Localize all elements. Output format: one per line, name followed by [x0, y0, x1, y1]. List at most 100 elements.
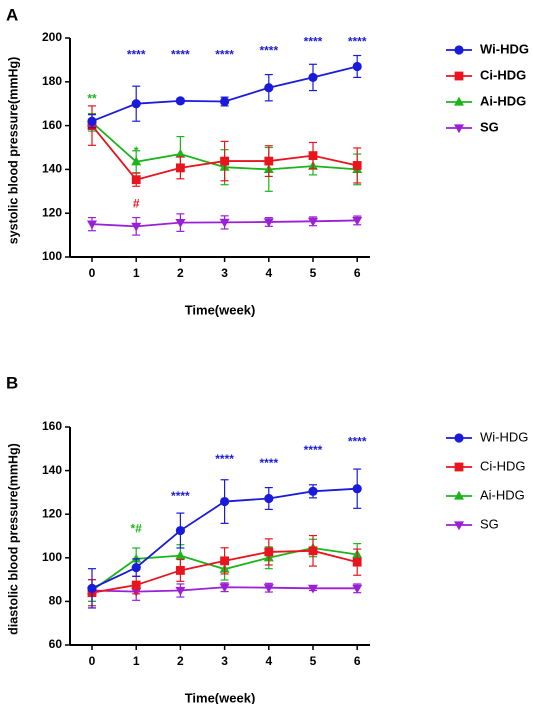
- significance-label: ****: [259, 43, 278, 57]
- data-point: [352, 216, 363, 226]
- y-tick-label: 120: [42, 205, 62, 219]
- significance-label: ****: [304, 35, 323, 49]
- legend-label: SG: [480, 119, 499, 134]
- data-point: [220, 556, 229, 566]
- data-point: [176, 163, 185, 173]
- legend-label: Wi-HDG: [480, 429, 528, 444]
- data-point: [352, 61, 362, 72]
- data-point: [131, 222, 142, 232]
- y-tick-label: 140: [42, 162, 62, 176]
- data-point: [220, 156, 229, 166]
- data-point: [264, 156, 274, 166]
- y-axis-title: systolic blood pressure(mmHg): [6, 57, 20, 245]
- series-sg: [87, 578, 363, 603]
- data-point: [308, 546, 318, 556]
- chart-panel-b: B 60 80 100 120 140 160 0 1 2 3 4 5 6 Time(week) diasto…: [6, 373, 528, 704]
- x-tick-label: 2: [177, 654, 184, 668]
- significance-label: ****: [215, 48, 234, 62]
- x-tick-label: 0: [89, 266, 96, 280]
- data-point: [263, 584, 274, 593]
- legend-label: SG: [480, 516, 499, 531]
- significance-label: *#: [131, 522, 143, 536]
- series-wi-hdg: [87, 54, 362, 129]
- data-point: [175, 525, 185, 536]
- legend-marker: [454, 71, 464, 81]
- legend: Wi-HDG Ci-HDG Ai-HDG SG: [446, 429, 528, 531]
- y-tick-label: 120: [42, 506, 62, 520]
- legend-marker: [454, 433, 464, 443]
- data-point: [308, 486, 318, 496]
- legend: Wi-HDG Ci-HDG Ai-HDG SG: [446, 41, 529, 134]
- legend-label: Ai-HDG: [480, 487, 525, 502]
- legend-marker: [454, 521, 464, 531]
- data-point: [219, 583, 230, 593]
- series-ci-hdg: [87, 105, 362, 187]
- series-wi-hdg: [87, 468, 362, 609]
- data-point: [308, 217, 318, 227]
- x-tick-label: 2: [177, 266, 184, 280]
- data-point: [87, 220, 97, 230]
- significance-label: ****: [127, 48, 146, 62]
- data-point: [131, 553, 142, 563]
- x-tick-label: 1: [133, 654, 140, 668]
- panel-label: A: [6, 5, 18, 24]
- significance-label: ****: [215, 452, 234, 466]
- data-point: [131, 156, 142, 166]
- significance-label: ****: [171, 489, 190, 503]
- data-point: [176, 566, 185, 575]
- y-tick-label: 160: [42, 118, 62, 132]
- data-point: [175, 586, 186, 596]
- significance-label: ****: [171, 48, 190, 62]
- y-axis-title: diastolic blood pressure(mmHg): [6, 443, 20, 635]
- data-point: [219, 218, 230, 228]
- data-point: [308, 151, 318, 161]
- x-tick-label: 1: [133, 266, 140, 280]
- y-tick-label: 200: [42, 30, 62, 44]
- data-point: [87, 583, 97, 593]
- data-point: [264, 547, 274, 557]
- x-tick-label: 6: [354, 266, 361, 280]
- x-tick-label: 5: [310, 266, 317, 280]
- legend-label: Ai-HDG: [480, 93, 526, 108]
- significance-label: ****: [348, 35, 367, 49]
- y-tick-label: 100: [42, 249, 62, 263]
- data-point: [352, 161, 362, 170]
- significance-label: ****: [259, 456, 278, 470]
- panel-label: B: [6, 373, 18, 392]
- data-point: [175, 96, 185, 106]
- data-point: [131, 175, 141, 185]
- data-point: [131, 563, 141, 573]
- y-tick-label: 100: [42, 550, 62, 564]
- legend-label: Ci-HDG: [480, 458, 526, 473]
- significance-label: *: [134, 144, 139, 158]
- x-tick-label: 4: [265, 266, 272, 280]
- data-point: [308, 584, 318, 594]
- x-tick-label: 6: [354, 654, 361, 668]
- x-axis-title: Time(week): [185, 302, 256, 317]
- legend-marker: [454, 45, 464, 55]
- chart-panel-a: A 100 120 140 160 180 200 0 1 2 3 4 5 6 Time(week) syst…: [6, 5, 529, 317]
- legend-label: Wi-HDG: [480, 41, 529, 56]
- x-tick-label: 5: [310, 654, 317, 668]
- y-tick-label: 80: [49, 594, 63, 608]
- legend-marker: [454, 124, 464, 134]
- data-point: [131, 99, 141, 109]
- y-tick-label: 160: [42, 419, 62, 433]
- data-point: [264, 83, 274, 93]
- series-ci-hdg: [87, 534, 362, 607]
- x-tick-label: 3: [221, 266, 228, 280]
- legend-marker: [454, 462, 464, 472]
- series-line: [91, 65, 358, 123]
- y-tick-label: 140: [42, 463, 62, 477]
- legend-marker: [454, 490, 464, 500]
- significance-label: #: [133, 197, 140, 211]
- data-point: [175, 148, 186, 158]
- x-tick-label: 4: [265, 654, 272, 668]
- y-tick-label: 60: [49, 637, 63, 651]
- data-point: [220, 96, 230, 107]
- x-tick-label: 3: [221, 654, 228, 668]
- data-point: [352, 557, 362, 567]
- significance-label: ****: [304, 443, 323, 457]
- data-point: [263, 218, 274, 228]
- significance-label: ****: [348, 434, 367, 448]
